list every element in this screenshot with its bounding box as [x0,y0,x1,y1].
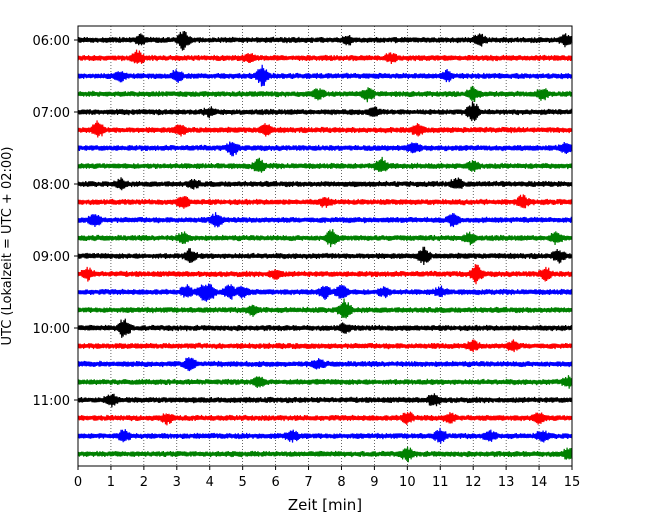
trace-line-9 [77,177,573,191]
x-axis-ticks: 0 1 2 3 4 5 6 7 8 9 10 11 12 13 14 15 [74,466,580,490]
x-tick-label-11: 11 [432,475,449,490]
trace-line-2 [77,49,573,64]
y-tick-label-5: 10:00 [33,322,70,337]
x-tick-label-4: 4 [206,475,214,490]
x-tick-label-12: 12 [465,475,482,490]
trace-line-20 [77,375,573,389]
trace-line-7 [77,141,573,157]
y-tick-label-4: 09:00 [33,250,70,265]
trace-line-21 [77,393,573,408]
trace-line-11 [77,212,573,228]
x-tick-label-8: 8 [337,475,345,490]
trace-line-14 [77,264,573,285]
trace-line-8 [77,156,573,173]
x-tick-label-5: 5 [239,475,247,490]
trace-line-5 [77,101,573,122]
trace-line-24 [77,446,573,463]
seismic-traces [77,30,573,463]
trace-line-3 [77,64,573,87]
x-tick-label-0: 0 [74,475,82,490]
x-tick-label-15: 15 [564,475,581,490]
x-tick-label-3: 3 [173,475,181,490]
y-tick-label-6: 11:00 [33,394,70,409]
trace-line-22 [77,411,573,426]
x-tick-label-14: 14 [531,475,548,490]
trace-line-6 [77,120,573,138]
trace-line-18 [77,339,573,353]
trace-line-15 [77,283,573,302]
x-tick-label-13: 13 [498,475,515,490]
trace-line-19 [77,357,573,372]
x-tick-label-7: 7 [304,475,312,490]
trace-line-17 [77,318,573,338]
y-tick-label-1: 06:00 [33,34,70,49]
y-axis-label: UTC (Lokalzeit = UTC + 02:00) [0,147,15,346]
trace-line-10 [77,194,573,209]
x-tick-label-2: 2 [140,475,148,490]
y-axis-ticks: 06:00 07:00 08:00 09:00 10:00 11:00 [33,34,78,409]
trace-line-16 [77,298,573,319]
trace-line-13 [77,246,573,266]
x-axis-label: Zeit [min] [288,496,362,514]
trace-line-4 [77,85,573,103]
x-tick-label-6: 6 [271,475,279,490]
plot-frame [77,25,573,467]
y-tick-label-3: 08:00 [33,178,70,193]
trace-line-23 [77,427,573,444]
x-tick-label-10: 10 [399,475,416,490]
trace-line-1 [77,30,573,51]
trace-line-12 [77,229,573,248]
y-tick-label-2: 07:00 [33,106,70,121]
x-tick-label-9: 9 [370,475,378,490]
grid-lines [110,26,540,466]
x-tick-label-1: 1 [107,475,115,490]
